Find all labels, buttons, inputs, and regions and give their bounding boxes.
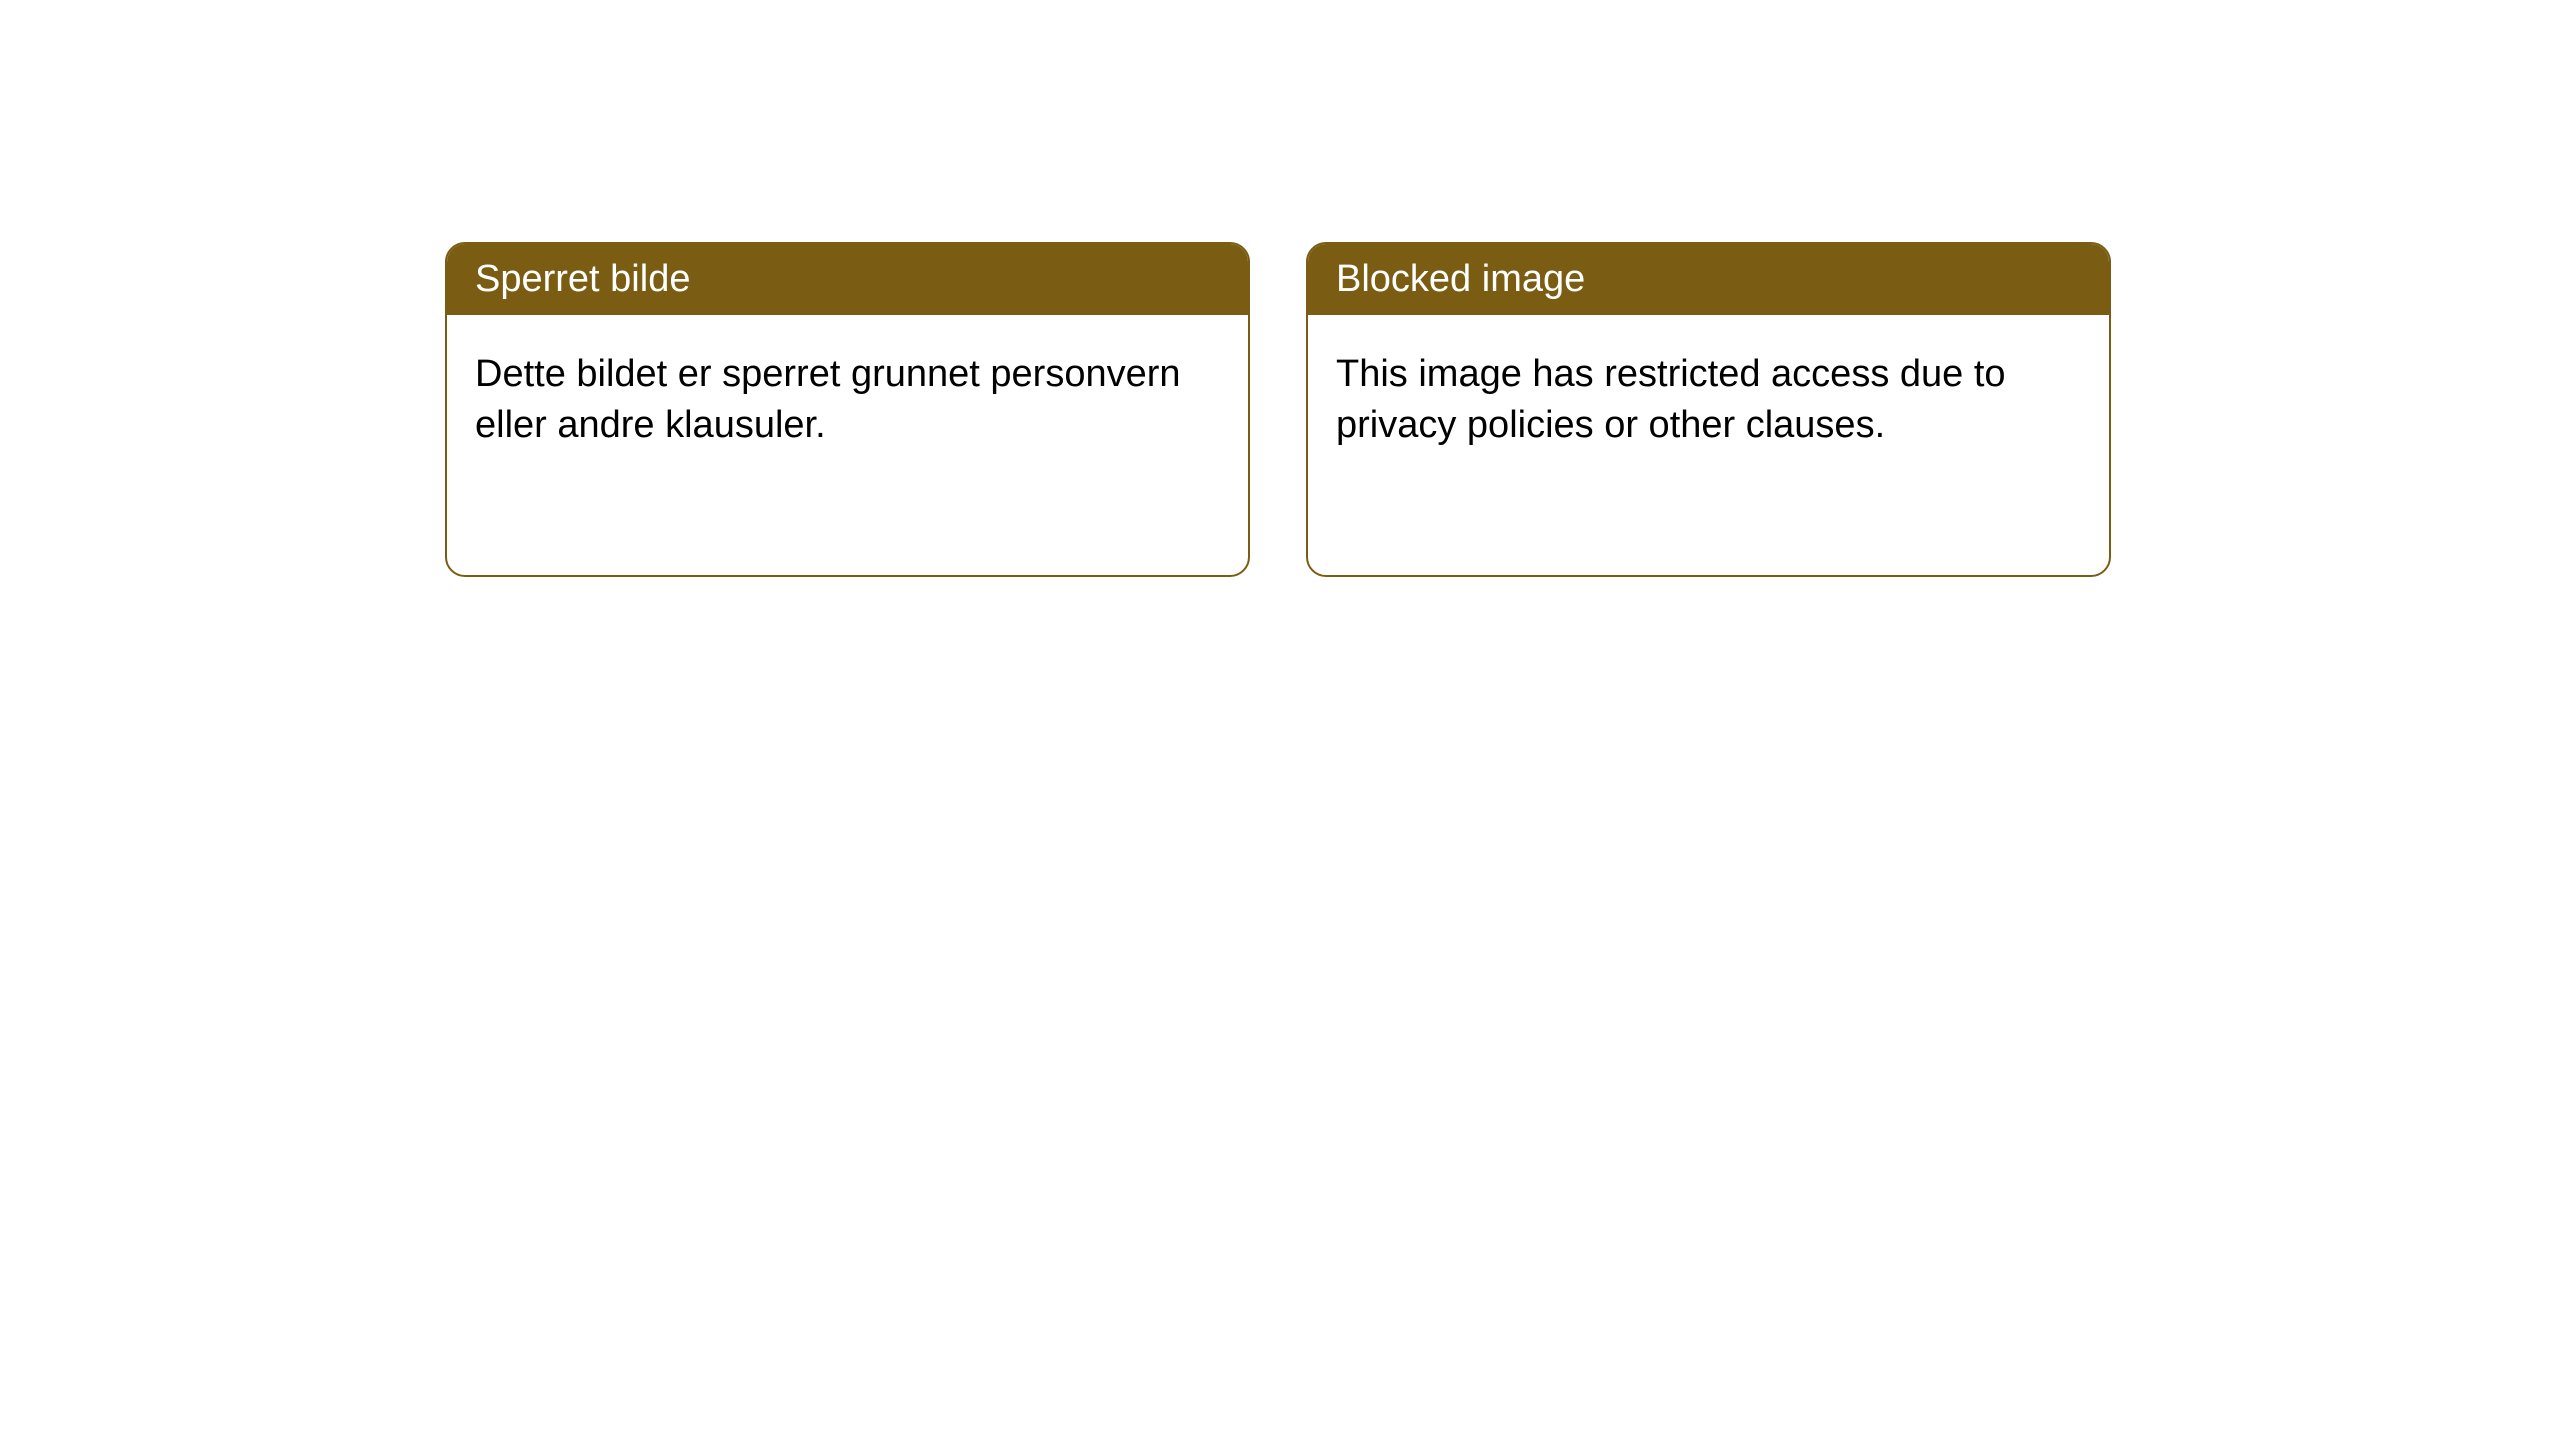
card-body-text-no: Dette bildet er sperret grunnet personve… [475,353,1181,446]
blocked-notice-card-en: Blocked image This image has restricted … [1306,242,2111,577]
card-title-en: Blocked image [1336,258,1585,300]
card-body-text-en: This image has restricted access due to … [1336,353,2006,446]
card-body-en: This image has restricted access due to … [1308,315,2109,486]
blocked-notice-card-no: Sperret bilde Dette bildet er sperret gr… [445,242,1250,577]
card-header-no: Sperret bilde [447,244,1248,315]
card-body-no: Dette bildet er sperret grunnet personve… [447,315,1248,486]
notice-container: Sperret bilde Dette bildet er sperret gr… [445,242,2111,577]
card-title-no: Sperret bilde [475,258,690,300]
card-header-en: Blocked image [1308,244,2109,315]
